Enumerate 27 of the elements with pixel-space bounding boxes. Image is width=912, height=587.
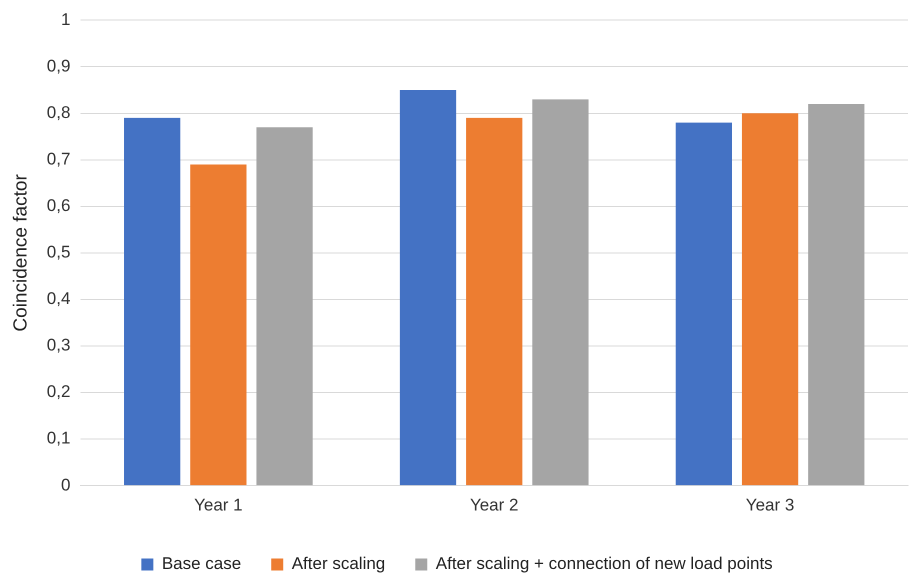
bar	[400, 90, 456, 486]
y-tick-label: 0,5	[46, 242, 70, 262]
y-tick-label: 0,4	[46, 289, 70, 308]
x-tick-label: Year 1	[194, 495, 243, 514]
y-tick-label: 0,8	[46, 102, 70, 122]
bar	[466, 118, 522, 486]
bar	[532, 99, 589, 486]
bar	[256, 127, 313, 486]
bar	[190, 164, 246, 486]
legend-label: Base case	[162, 554, 242, 574]
bar	[808, 104, 864, 486]
y-tick-label: 0,2	[46, 382, 70, 402]
y-tick-label: 0,3	[46, 336, 70, 355]
bar	[124, 118, 180, 486]
y-tick-label: 0,6	[46, 196, 70, 216]
bar	[676, 122, 732, 486]
x-tick-label: Year 2	[470, 495, 518, 514]
y-tick-label: 0	[60, 475, 70, 494]
y-tick-label: 0,7	[46, 150, 70, 169]
x-tick-label: Year 3	[746, 495, 794, 514]
y-tick-label: 0,1	[46, 428, 70, 448]
legend-label: After scaling + connection of new load points	[436, 554, 773, 574]
y-axis-title: Coincidence factor	[10, 174, 32, 332]
y-tick-label: 0,9	[46, 56, 70, 76]
y-tick-label: 1	[60, 10, 70, 29]
legend-label: After scaling	[292, 554, 386, 574]
bar	[742, 113, 798, 486]
